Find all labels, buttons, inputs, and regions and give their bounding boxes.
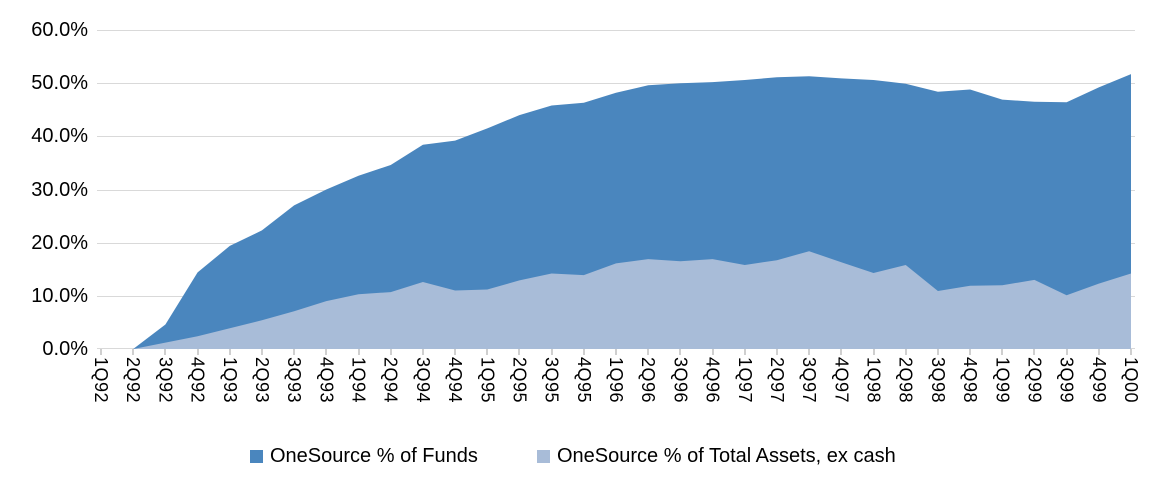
x-axis-label: 3Q98 [927,357,948,404]
x-axis-tick [808,349,811,355]
x-axis-label: 2Q93 [251,357,272,404]
x-axis-label: 3Q99 [1056,357,1077,404]
legend-swatch-assets-icon [537,449,550,463]
x-axis-label: 3Q94 [412,357,433,404]
x-axis-tick [518,349,521,355]
y-axis-label: 50.0% [31,72,88,95]
x-axis-tick [100,349,102,355]
x-axis-label: 2Q99 [1024,357,1045,404]
x-axis-tick [969,349,972,355]
y-axis-label: 10.0% [31,284,88,307]
x-axis-tick [1033,349,1036,355]
x-axis-tick [647,349,650,355]
x-axis-tick [293,349,296,355]
x-axis-label: 4Q99 [1088,357,1109,404]
x-axis-label: 1Q95 [477,357,498,404]
gridline [97,30,1135,31]
x-axis-tick [550,349,553,355]
x-axis-tick [325,349,328,355]
x-axis-label: 4Q94 [445,357,466,404]
gridline [97,83,1135,85]
x-axis-label: 1Q92 [91,357,111,404]
x-axis-tick [840,349,843,355]
x-axis-label: 4Q97 [831,357,852,404]
x-axis-label: 4Q96 [702,357,723,404]
x-axis-tick [357,349,360,355]
y-axis-label: 60.0% [31,19,88,41]
x-axis-label: 1Q96 [606,357,626,404]
legend-swatch-funds-icon [250,449,263,463]
x-axis-label: 1Q93 [219,357,240,404]
x-axis-tick [743,349,746,355]
y-axis-label: 40.0% [31,125,88,148]
x-axis-tick [421,349,424,355]
y-axis-label: 0.0% [42,338,88,360]
x-axis-tick [486,349,489,355]
x-axis-tick [1097,349,1100,355]
x-axis-label: 2Q98 [895,357,916,404]
x-axis-label: 3Q97 [799,357,820,404]
x-axis-label: 2Q97 [766,357,787,404]
y-axis: 0.0% 10.0% 20.0% 30.0% 40.0% 50.0% 60.0% [0,0,88,380]
x-axis-label: 2Q94 [380,357,401,404]
x-axis-label: 4Q92 [187,357,208,404]
chart-legend: OneSource % of Funds OneSource % of Tota… [0,441,1152,473]
x-axis-tick [1001,349,1004,355]
x-axis-label: 2Q92 [123,357,144,404]
x-axis-label: 3Q96 [670,357,691,404]
x-axis-tick [775,349,778,355]
x-axis-label: 3Q92 [155,357,176,404]
x-axis-label: 2Q96 [638,357,659,404]
x-axis-tick [615,349,617,355]
x-axis-tick [164,349,167,355]
x-axis-tick [936,349,939,355]
x-axis-label: 4Q93 [316,357,337,404]
y-axis-label: 20.0% [31,231,88,254]
x-axis-tick [1065,349,1068,355]
x-axis-label: 1Q97 [734,357,755,404]
legend-item-assets: OneSource % of Total Assets, ex cash [537,441,896,471]
y-axis-label: 30.0% [31,178,88,201]
legend-label-assets: OneSource % of Total Assets, ex cash [557,444,896,467]
x-axis-label: 4Q95 [573,357,594,404]
x-axis-label: 1Q00 [1121,357,1141,404]
x-axis-tick [904,349,907,355]
x-axis-label: 1Q98 [863,357,884,404]
x-axis-label: 3Q93 [284,357,305,404]
legend-label-funds: OneSource % of Funds [270,444,478,467]
area-series-svg [101,74,1131,349]
legend-item-funds: OneSource % of Funds [250,441,478,471]
x-axis-label: 2Q95 [509,357,530,404]
plot-area [97,30,1135,349]
x-axis-label: 1Q99 [992,357,1013,404]
x-axis-label: 3Q95 [541,357,562,404]
area-series [101,251,1131,349]
x-axis-label: 4Q98 [960,357,981,404]
x-axis-tick [260,349,263,355]
x-axis-tick [711,349,714,355]
x-axis-tick [1130,349,1132,355]
x-axis-tick [196,349,199,355]
x-axis-label: 1Q94 [348,357,369,404]
x-axis-tick [132,349,135,355]
x-axis-tick [679,349,682,355]
x-axis-tick [582,349,585,355]
x-axis-tick [454,349,457,355]
x-axis-tick [389,349,392,355]
x-axis-tick [228,349,231,355]
x-axis-tick [872,349,875,355]
